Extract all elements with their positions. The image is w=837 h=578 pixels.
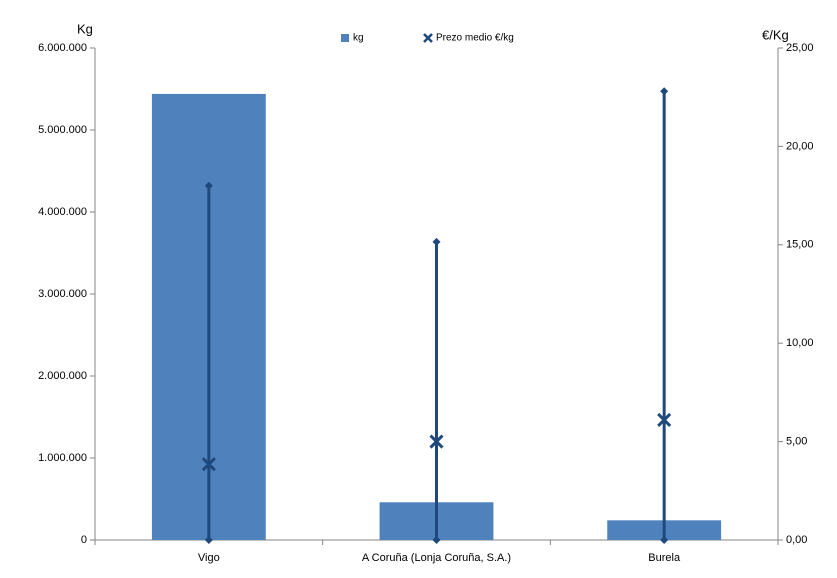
y-tick-label: 6.000.000 [38,42,87,54]
y2-tick-label: 25,00 [786,42,814,54]
average-marker [201,457,216,472]
y2-tick-label: 5,00 [786,436,807,448]
x-tick-label: A Coruña (Lonja Coruña, S.A.) [362,552,511,564]
x-tick-label: Burela [648,552,681,564]
x-tick-label: Vigo [198,552,220,564]
y-axis-label: Kg [77,21,93,36]
y-tick-label: 0 [81,534,87,546]
legend-marker [423,33,433,43]
y-tick-label: 3.000.000 [38,288,87,300]
high-marker [432,237,441,246]
y2-axis-label: €/Kg [762,27,789,42]
average-marker [429,434,444,449]
legend-marker [341,34,349,42]
low-marker [660,536,669,544]
y2-tick-label: 0,00 [786,534,807,546]
y-tick-label: 1.000.000 [38,452,87,464]
legend-label: Prezo medio €/kg [436,33,514,44]
high-marker [204,181,213,190]
low-marker [432,536,441,544]
low-marker [204,536,213,544]
y2-tick-label: 10,00 [786,337,814,349]
y2-tick-label: 15,00 [786,239,814,251]
high-marker [660,87,669,96]
y2-tick-label: 20,00 [786,140,814,152]
y-tick-label: 2.000.000 [38,370,87,382]
y-tick-label: 5.000.000 [38,124,87,136]
average-marker [657,412,672,428]
legend-label: kg [353,33,364,44]
y-tick-label: 4.000.000 [38,206,87,218]
